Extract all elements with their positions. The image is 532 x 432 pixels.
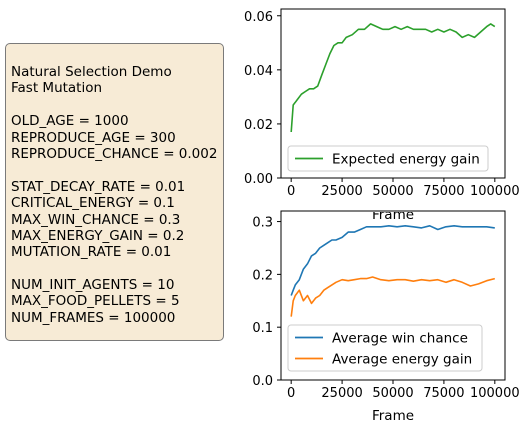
y-tick-label: 0.2 [252,268,273,283]
x-tick-label: 0 [287,184,295,199]
chart-2: 0 25000 50000 75000 100000 0.0 0.1 0.2 0.3 Frame A… [252,210,520,424]
series-line-1 [290,23,496,133]
parameters-text-box: Natural Selection Demo Fast Mutation OLD_A… [5,43,224,341]
parameter-line: Natural Selection Demo [11,64,172,80]
parameter-line: MUTATION_RATE = 0.01 [11,244,172,261]
x-tick-label: 25000 [321,184,362,199]
parameter-line: MAX_WIN_CHANCE = 0.3 [11,211,181,228]
parameter-line: STAT_DECAY_RATE = 0.01 [11,178,186,195]
parameter-line: MAX_ENERGY_GAIN = 0.2 [11,227,185,244]
parameter-line: REPRODUCE_CHANCE = 0.002 [11,145,218,162]
x-tick-label: 100000 [470,386,520,401]
legend-frame [287,324,483,372]
x-tick-label: 50000 [372,386,413,401]
parameter-line: OLD_AGE = 1000 [11,113,129,130]
x-tick-label: 50000 [372,184,413,199]
x-axis-label: Frame [372,408,414,424]
x-tick-label: 75000 [423,386,464,401]
legend-label: Expected energy gain [332,152,480,168]
y-tick-label: 0.00 [244,172,273,187]
y-tick-label: 0.06 [244,10,273,25]
x-tick-label: 75000 [423,184,464,199]
series-line-2 [290,276,496,317]
parameter-line: NUM_INIT_AGENTS = 10 [11,277,175,294]
legend-label: Average win chance [332,331,468,347]
x-tick-label: 0 [287,386,295,401]
parameter-line: CRITICAL_ENERGY = 0.1 [11,195,175,212]
legend-frame [287,145,489,172]
parameter-line: REPRODUCE_AGE = 300 [11,129,176,146]
y-tick-label: 0.1 [252,321,273,336]
legend: Average win chance Average energy gain [287,324,483,372]
legend-label: Average energy gain [332,352,472,368]
x-tick-label: 25000 [321,386,362,401]
y-tick-label: 0.0 [252,374,273,389]
series-line-1 [290,225,495,296]
chart-1: 0 25000 50000 75000 1000000.000.020.040.06Fr… [244,8,520,223]
legend: Expected energy gain [287,145,489,172]
y-tick-label: 0.3 [252,216,273,231]
y-tick-label: 0.02 [244,118,273,133]
x-tick-label: 100000 [470,184,520,199]
parameter-line: Fast Mutation [11,80,103,97]
parameter-line: MAX_FOOD_PELLETS = 5 [11,293,180,310]
y-tick-label: 0.04 [244,64,273,79]
parameter-line: NUM_FRAMES = 100000 [11,309,176,326]
